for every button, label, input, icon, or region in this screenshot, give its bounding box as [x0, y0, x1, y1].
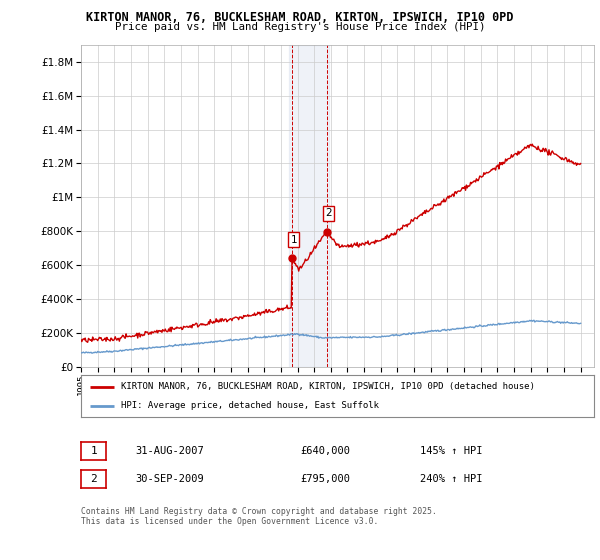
Text: £795,000: £795,000 [300, 474, 350, 484]
Text: 2: 2 [90, 474, 97, 484]
Text: 1: 1 [90, 446, 97, 456]
Text: Price paid vs. HM Land Registry's House Price Index (HPI): Price paid vs. HM Land Registry's House … [115, 22, 485, 32]
Text: 145% ↑ HPI: 145% ↑ HPI [420, 446, 482, 456]
Text: 2: 2 [325, 208, 332, 218]
Bar [289, 45, 329, 367]
Text: 31-AUG-2007: 31-AUG-2007 [135, 446, 204, 456]
Text: HPI: Average price, detached house, East Suffolk: HPI: Average price, detached house, East… [121, 402, 379, 410]
Text: £640,000: £640,000 [300, 446, 350, 456]
Text: 240% ↑ HPI: 240% ↑ HPI [420, 474, 482, 484]
Text: KIRTON MANOR, 76, BUCKLESHAM ROAD, KIRTON, IPSWICH, IP10 0PD (detached house): KIRTON MANOR, 76, BUCKLESHAM ROAD, KIRTO… [121, 382, 535, 391]
Text: 30-SEP-2009: 30-SEP-2009 [135, 474, 204, 484]
Text: KIRTON MANOR, 76, BUCKLESHAM ROAD, KIRTON, IPSWICH, IP10 0PD: KIRTON MANOR, 76, BUCKLESHAM ROAD, KIRTO… [86, 11, 514, 24]
Text: 1: 1 [290, 235, 297, 245]
Text: Contains HM Land Registry data © Crown copyright and database right 2025.
This d: Contains HM Land Registry data © Crown c… [81, 507, 437, 526]
